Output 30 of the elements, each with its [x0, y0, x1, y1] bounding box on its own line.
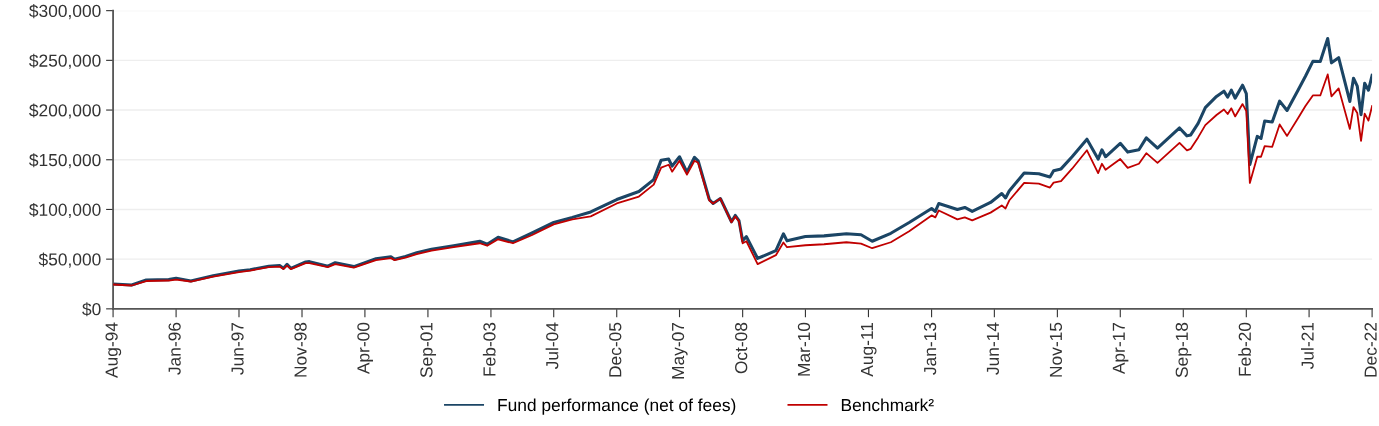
x-tick-label: Jan-13: [923, 322, 937, 375]
y-tick-label: $150,000: [29, 153, 101, 169]
x-tick-label: Aug-94: [105, 322, 122, 378]
x-tick-label: Jul-21: [1300, 322, 1314, 370]
x-tick-label: Feb-20: [1238, 322, 1251, 376]
x-tick-label: May-07: [671, 322, 688, 379]
legend-label: Fund performance (net of fees): [498, 398, 736, 415]
x-tick-label: Mar-10: [797, 322, 811, 376]
x-tick-label: Jun-14: [986, 322, 1000, 375]
x-tick-label: Jan-96: [168, 322, 181, 375]
x-tick-label: Jul-04: [545, 322, 559, 370]
x-tick-label: Sep-18: [1175, 322, 1192, 378]
y-tick-label: $50,000: [38, 252, 101, 268]
x-tick-label: Jun-97: [231, 322, 244, 375]
x-tick-label: Sep-01: [420, 322, 437, 378]
y-tick-label: $200,000: [29, 103, 101, 119]
x-tick-label: Apr-17: [1112, 322, 1129, 375]
y-tick-label: $250,000: [29, 53, 101, 69]
x-tick-label: Dec-05: [609, 322, 622, 377]
y-tick-label: $0: [82, 302, 101, 317]
y-tick-label: $100,000: [29, 202, 101, 218]
x-tick-label: Nov-15: [1049, 322, 1063, 377]
x-tick-label: Feb-03: [482, 322, 496, 376]
y-tick-label: $300,000: [29, 4, 101, 20]
x-tick-label: Dec-22: [1364, 322, 1377, 377]
legend-label: Benchmark²: [841, 398, 934, 412]
x-tick-label: Nov-98: [294, 322, 307, 377]
x-tick-label: Aug-11: [860, 322, 877, 377]
x-tick-label: Oct-08: [735, 322, 748, 374]
x-tick-label: Apr-00: [357, 322, 373, 375]
